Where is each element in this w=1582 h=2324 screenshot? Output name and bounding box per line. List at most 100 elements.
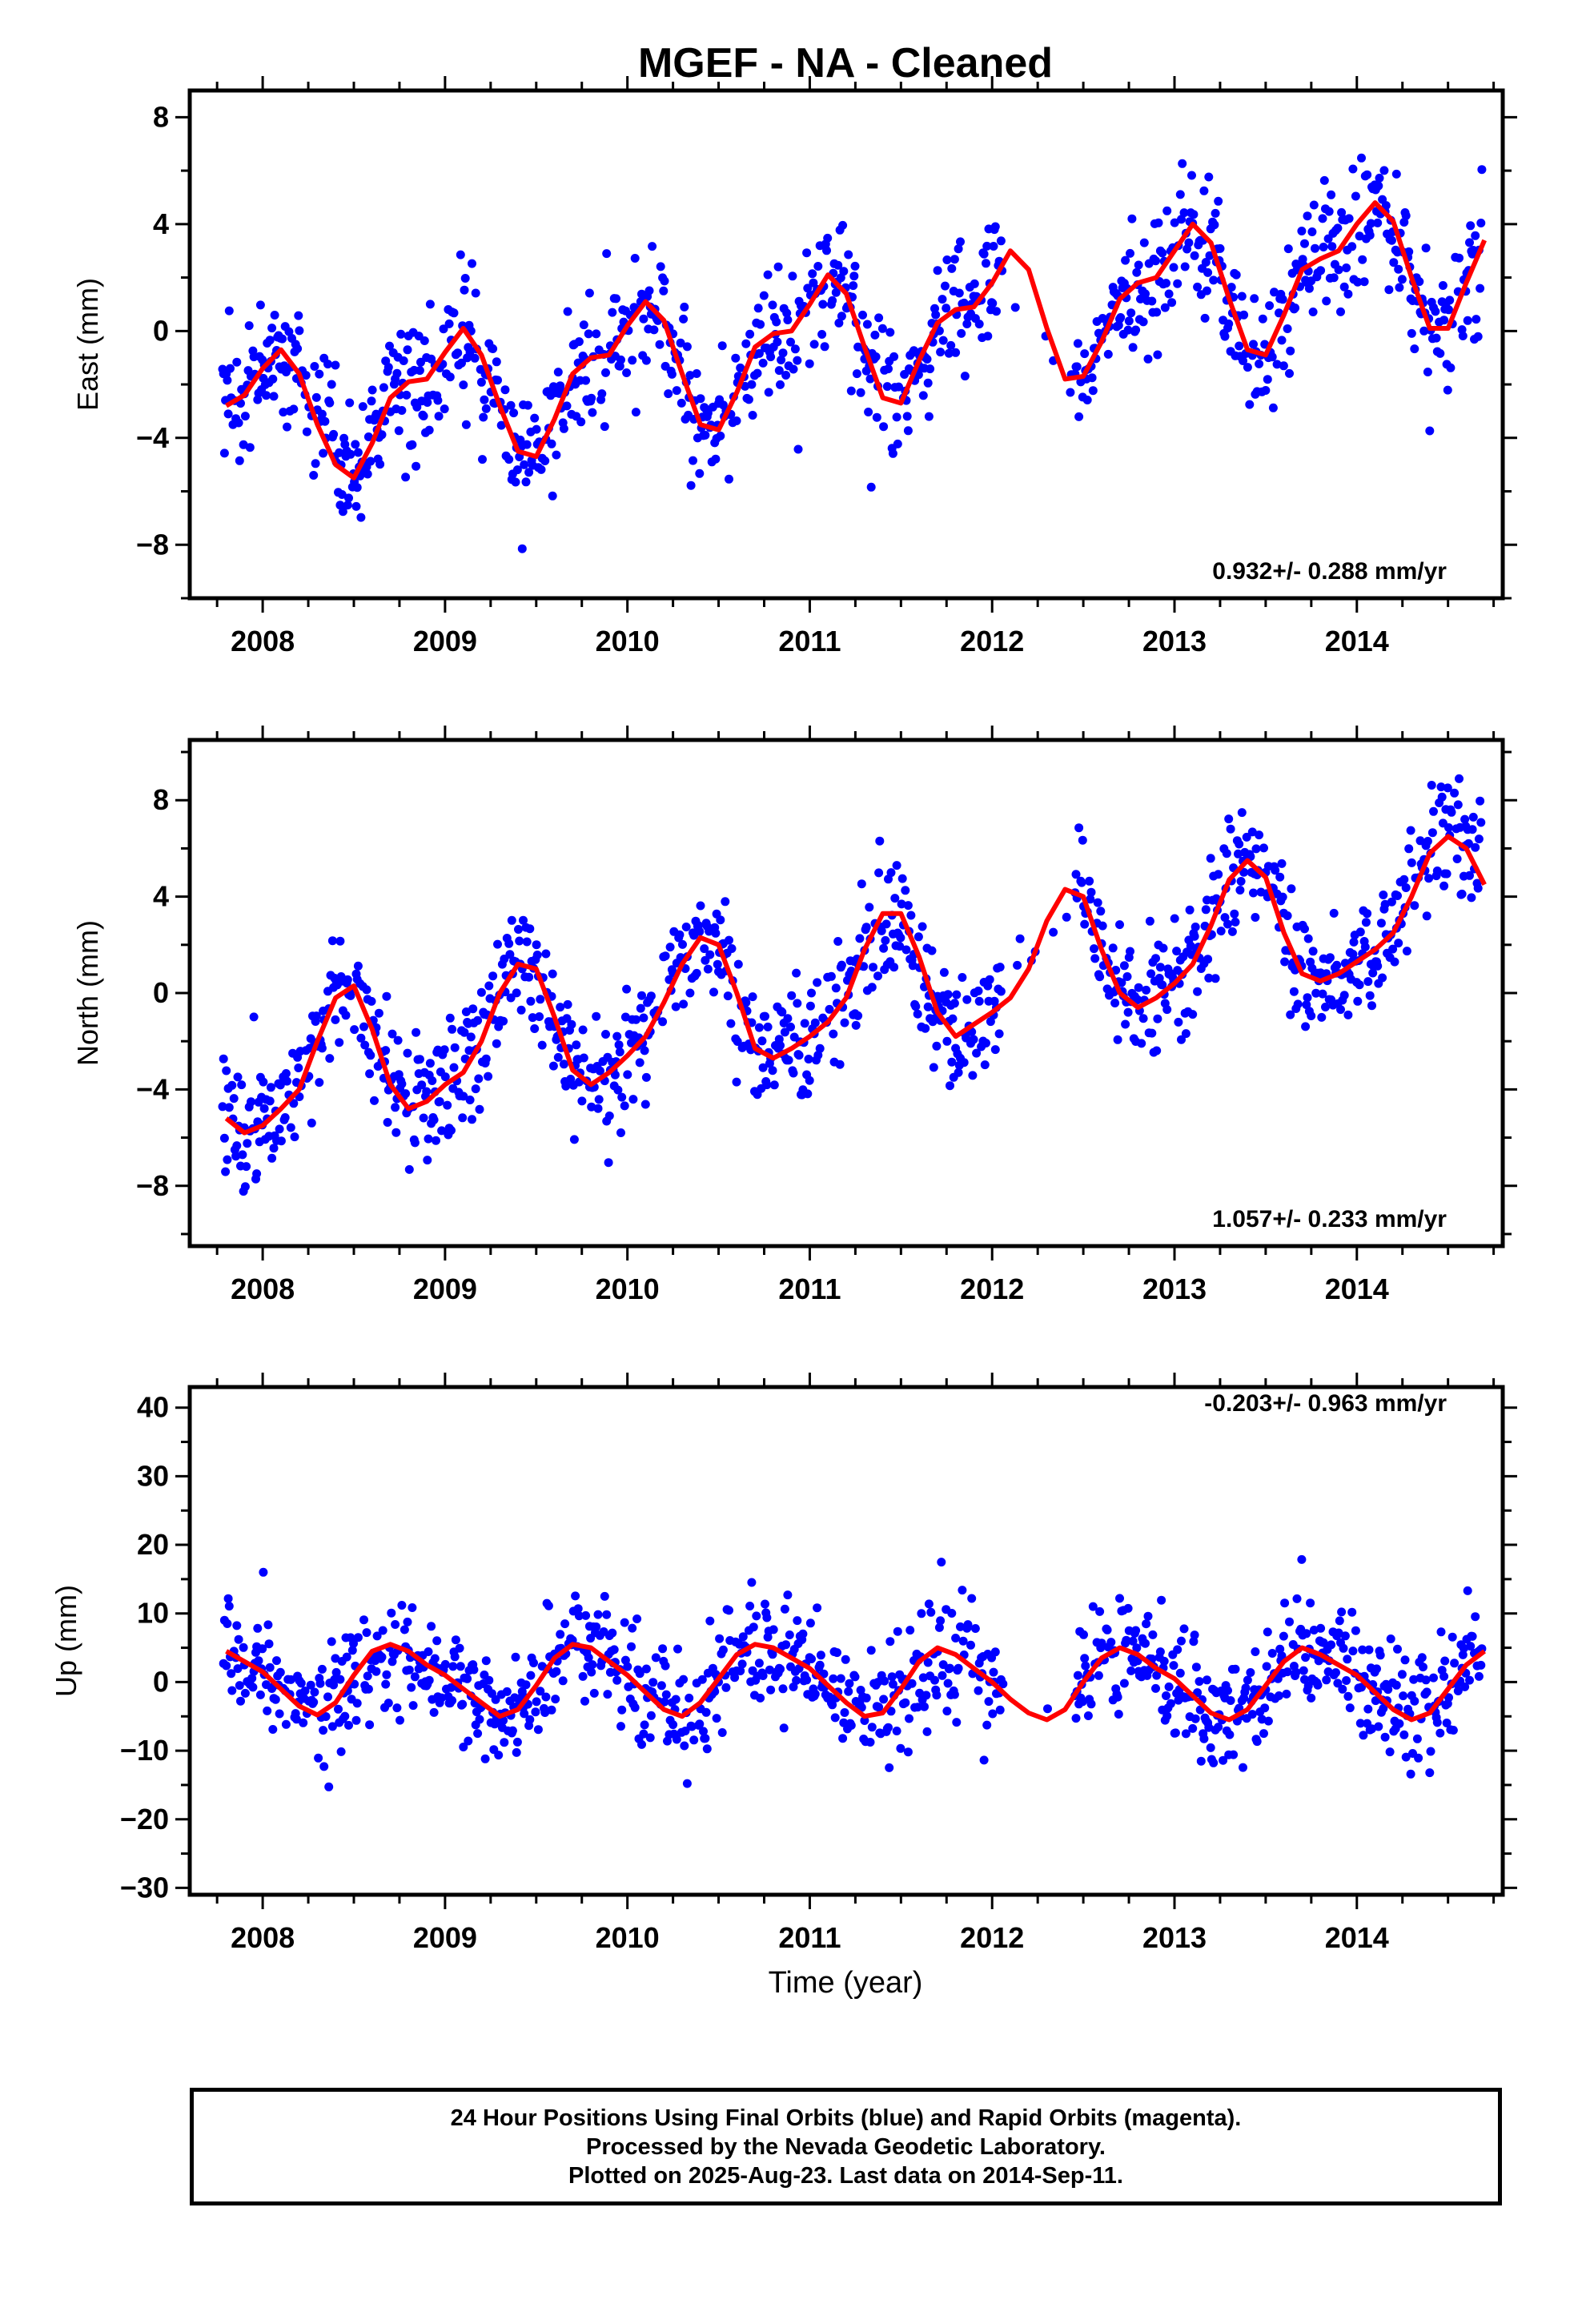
east-data-point <box>941 281 950 291</box>
north-data-point <box>577 1096 587 1106</box>
north-data-point <box>307 1118 316 1128</box>
up-data-point <box>1095 1606 1105 1616</box>
up-data-point <box>682 1779 692 1788</box>
up-data-point <box>1397 1670 1407 1679</box>
up-data-point <box>1114 1710 1123 1719</box>
up-data-point <box>1334 1628 1343 1638</box>
up-data-point <box>1267 1649 1277 1658</box>
east-data-point <box>741 339 751 348</box>
up-data-point <box>254 1656 263 1666</box>
up-data-point <box>265 1663 275 1672</box>
north-data-point <box>381 1046 391 1055</box>
east-data-point <box>584 288 594 298</box>
north-data-point <box>1307 1011 1316 1020</box>
up-data-point <box>344 1720 353 1730</box>
north-data-point <box>807 988 816 998</box>
north-data-point <box>1142 985 1151 995</box>
up-data-point <box>661 1661 670 1671</box>
up-data-point <box>778 1684 788 1694</box>
up-data-point <box>480 1754 490 1763</box>
north-data-point <box>410 1138 420 1148</box>
east-data-point <box>776 380 785 389</box>
east-data-point <box>1357 153 1366 163</box>
north-y-tick-label: 8 <box>153 783 169 816</box>
north-data-point <box>1476 796 1485 806</box>
north-data-point <box>787 991 797 1000</box>
up-data-point <box>484 1675 494 1685</box>
north-data-point <box>1379 891 1388 899</box>
up-data-point <box>392 1703 402 1713</box>
north-data-point <box>692 968 701 978</box>
north-data-point <box>1110 999 1120 1007</box>
up-data-point <box>776 1664 785 1674</box>
up-data-point <box>1453 1687 1463 1695</box>
up-data-point <box>896 1743 905 1753</box>
up-fit-line <box>225 1642 1486 1723</box>
east-data-point <box>957 328 966 338</box>
north-data-point <box>1259 843 1268 853</box>
north-data-point <box>432 1136 440 1145</box>
up-data-point <box>363 1671 372 1681</box>
east-data-point <box>871 352 881 361</box>
up-data-point <box>783 1590 793 1600</box>
up-data-point <box>1363 1704 1373 1714</box>
up-data-point <box>253 1623 263 1633</box>
north-data-point <box>252 1169 262 1179</box>
east-data-point <box>323 360 332 369</box>
up-data-point <box>926 1607 936 1617</box>
east-data-point <box>1373 218 1383 227</box>
up-data-point <box>1131 1626 1141 1635</box>
east-data-point <box>933 266 942 275</box>
north-data-point <box>1388 944 1398 954</box>
east-data-point <box>1204 172 1214 182</box>
north-data-point <box>595 1066 604 1076</box>
east-data-point <box>399 356 408 365</box>
east-data-point <box>1243 363 1252 372</box>
north-data-point <box>1203 955 1213 964</box>
north-data-point <box>1474 834 1484 844</box>
north-data-point <box>681 923 691 931</box>
east-data-point <box>311 392 321 402</box>
up-data-point <box>540 1708 550 1717</box>
east-data-point <box>1158 248 1167 258</box>
up-data-point <box>785 1630 794 1639</box>
north-data-point <box>613 1085 623 1095</box>
east-data-point <box>1471 231 1480 240</box>
north-data-point <box>985 975 994 984</box>
east-data-point <box>789 364 798 374</box>
east-data-point <box>903 426 913 436</box>
east-data-point <box>562 401 572 411</box>
east-x-tick-label: 2009 <box>413 625 477 657</box>
north-data-point <box>1465 870 1474 880</box>
north-x-tick-label: 2013 <box>1142 1273 1207 1305</box>
up-data-point <box>951 1634 961 1642</box>
north-data-point <box>528 1013 537 1023</box>
up-data-point <box>451 1635 460 1645</box>
up-data-point <box>1300 1675 1309 1684</box>
north-data-point <box>1190 931 1199 941</box>
north-data-point <box>678 939 687 949</box>
north-data-point <box>365 1069 375 1079</box>
north-data-point <box>709 987 718 997</box>
up-data-point <box>1393 1644 1402 1654</box>
east-data-point <box>278 334 287 344</box>
east-data-point <box>732 416 741 425</box>
up-data-point <box>752 1611 761 1621</box>
north-data-point <box>1308 947 1318 956</box>
up-data-point <box>299 1718 308 1727</box>
north-data-point <box>1287 884 1296 894</box>
east-data-point <box>870 330 880 340</box>
up-data-point <box>1043 1704 1052 1714</box>
up-axes: 2008 2009 2010 2011 2012 2013 2014 −30 −20 −10 0 10… <box>120 1373 1517 1954</box>
east-data-point <box>884 364 893 374</box>
east-data-point <box>1286 346 1295 356</box>
up-data-point <box>1151 1683 1160 1693</box>
up-data-point <box>512 1737 522 1747</box>
up-data-point <box>718 1645 728 1655</box>
up-data-point <box>558 1676 568 1686</box>
north-data-point <box>359 1022 368 1031</box>
east-data-point <box>777 356 786 364</box>
east-data-point <box>262 391 271 400</box>
up-data-point <box>511 1652 520 1662</box>
east-data-point <box>245 443 255 452</box>
